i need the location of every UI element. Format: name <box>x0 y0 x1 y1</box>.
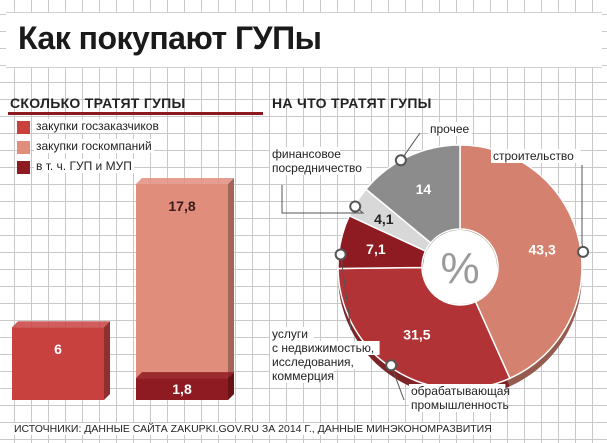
slice-value-4: 14 <box>416 181 432 197</box>
legend-swatch-goszakazchiki <box>17 121 30 134</box>
callout-label-3: посредничество <box>272 161 362 175</box>
legend-label-gup-mup: в т. ч. ГУП и МУП <box>34 159 134 173</box>
page-title: Как покупают ГУПы <box>18 20 322 56</box>
bar-goszakazchiki-top <box>12 321 110 328</box>
callout-label-1: промышленность <box>411 398 509 412</box>
slice-value-1: 31,5 <box>403 326 430 342</box>
bar-gup-mup-side <box>228 372 234 400</box>
callout-label-2: коммерция <box>272 369 334 383</box>
callout-bg-0 <box>491 149 581 163</box>
bar-goskompanii <box>136 184 228 400</box>
callout-dot-1 <box>385 359 398 372</box>
legend-label-goskompanii: закупки госкомпаний <box>34 139 154 153</box>
callout-bg-3 <box>270 147 340 161</box>
bar-gup-mup-top <box>136 372 234 379</box>
callout-bg-3 <box>270 161 367 175</box>
source-note: ИСТОЧНИКИ: ДАННЫЕ САЙТА ZAKUPKI.GOV.RU З… <box>12 423 494 435</box>
bar-goskompanii-side <box>228 178 234 400</box>
pie-section-heading: НА ЧТО ТРАТЯТ ГУПЫ <box>272 95 432 111</box>
title-band <box>6 12 602 68</box>
bar-section-heading: СКОЛЬКО ТРАТЯТ ГУПЫ <box>10 95 186 111</box>
callout-bg-1 <box>409 398 506 412</box>
slice-4 <box>364 144 461 244</box>
donut-hole <box>423 230 497 304</box>
callout-label-4: прочее <box>430 122 470 136</box>
callout-label-3: финансовое <box>272 147 341 161</box>
bar-gup-mup-label: 1,8 <box>172 381 192 397</box>
callout-dot-0 <box>577 245 590 258</box>
callout-bg-2 <box>270 369 334 383</box>
legend-swatch-gup-mup <box>17 161 30 174</box>
callout-label-2: исследования, <box>272 355 354 369</box>
callout-label-1: обрабатывающая <box>411 384 510 398</box>
donut-chart: % 43,3 31,5 7,1 4,1 14 <box>337 144 583 397</box>
pie-annotations: строительство обрабатывающаяпромышленност… <box>270 122 590 412</box>
bar-goszakazchiki-label: 6 <box>54 341 62 357</box>
legend-swatch-goskompanii <box>17 141 30 154</box>
slice-value-2: 7,1 <box>366 241 386 257</box>
percent-sign: % <box>440 244 479 293</box>
slice-0 <box>459 144 583 380</box>
section-underline <box>8 112 263 115</box>
callout-bg-4 <box>428 122 472 136</box>
bar-goszakazchiki <box>12 327 104 400</box>
bar-goskompanii-top <box>136 178 234 184</box>
callout-bg-2 <box>270 355 360 369</box>
callout-line-1 <box>390 365 405 401</box>
callout-label-0: строительство <box>493 149 574 163</box>
slice-value-0: 43,3 <box>529 241 556 257</box>
legend-label-goszakazchiki: закупки госзаказчиков <box>34 119 161 133</box>
callout-bg-1 <box>409 384 506 398</box>
bar-goszakazchiki-side <box>104 321 110 400</box>
bar-chart: 6 17,8 1,8 <box>12 178 234 400</box>
callout-label-2: с недвижимостью, <box>272 341 374 355</box>
bar-gup-mup <box>136 378 228 400</box>
callout-line-2 <box>340 254 352 331</box>
callout-bg-2 <box>270 341 380 355</box>
callout-label-2: услуги <box>272 327 308 341</box>
callout-dot-3 <box>349 200 362 213</box>
callout-dot-4 <box>394 154 407 167</box>
callout-line-0 <box>581 165 584 252</box>
callout-bg-2 <box>270 327 314 341</box>
bar-goskompanii-label: 17,8 <box>168 198 195 214</box>
slice-value-3: 4,1 <box>374 211 394 227</box>
callout-dot-2 <box>334 248 347 261</box>
